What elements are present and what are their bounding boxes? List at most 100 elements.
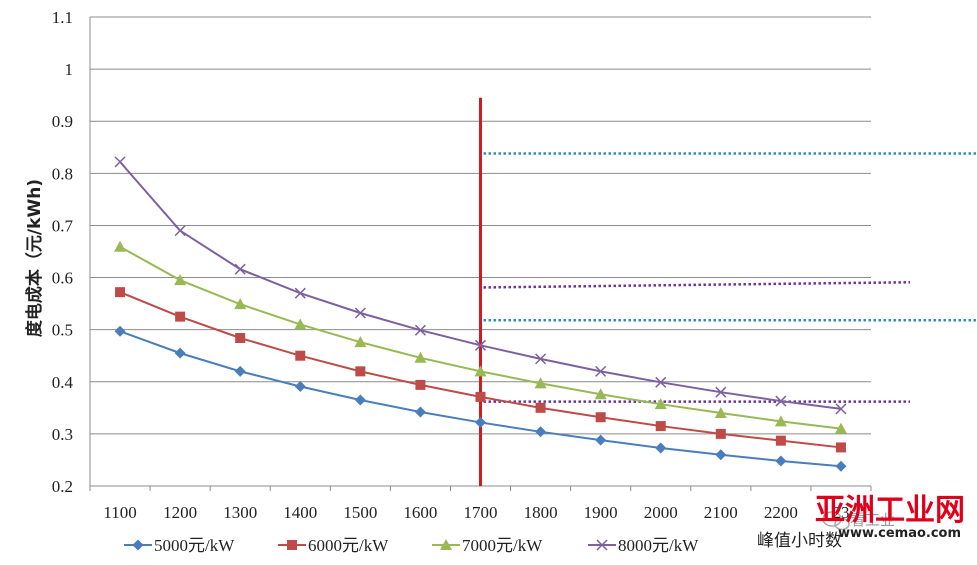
data-point-stroke <box>715 386 727 398</box>
y-tick-label: 1.1 <box>52 8 73 27</box>
data-point <box>715 386 727 398</box>
data-point <box>654 398 667 410</box>
data-point <box>475 391 486 402</box>
data-point <box>414 324 426 336</box>
data-point <box>596 539 608 551</box>
data-point <box>294 380 306 392</box>
legend-item: 7000元/kW <box>432 536 543 555</box>
annotations <box>479 97 977 486</box>
data-point <box>440 539 452 550</box>
data-point-stroke <box>835 403 847 415</box>
data-point <box>715 428 726 439</box>
data-point <box>234 365 246 377</box>
data-point <box>835 442 846 453</box>
data-point <box>414 351 427 363</box>
data-point <box>594 388 607 400</box>
data-point-stroke <box>535 353 547 365</box>
x-tick-label: 1300 <box>223 503 257 522</box>
legend: 5000元/kW 6000元/kW 7000元/kW 8000元/kW <box>124 536 699 555</box>
data-point <box>655 421 666 432</box>
x-tick-labels: 1100 1200 1300 1400 1500 1600 1700 1800 1900 2000… <box>103 503 849 522</box>
x-tick-label: 2200 <box>764 503 798 522</box>
data-point <box>775 455 787 467</box>
data-point <box>474 365 487 377</box>
legend-item: 8000元/kW <box>588 536 699 555</box>
x-tick-label: 23 <box>832 503 849 522</box>
data-point <box>354 394 366 406</box>
data-point <box>114 325 126 337</box>
y-tick-label: 1 <box>65 60 74 79</box>
y-tick-label: 0.7 <box>52 216 74 235</box>
y-axis-label: 度电成本（元/kWh) <box>24 179 45 337</box>
data-point <box>115 287 126 298</box>
data-point <box>535 353 547 365</box>
x-tick-label: 1100 <box>103 503 136 522</box>
data-point <box>354 307 366 319</box>
data-point <box>835 460 847 472</box>
series-2 <box>115 287 846 453</box>
data-point-stroke <box>174 225 186 237</box>
data-point <box>174 347 186 359</box>
data-point <box>234 263 246 275</box>
wechat-icon <box>822 511 850 531</box>
y-tick-label: 0.2 <box>52 477 73 496</box>
data-point-stroke <box>414 324 426 336</box>
y-tick-label: 0.9 <box>52 112 73 131</box>
y-tick-label: 0.8 <box>52 164 73 183</box>
data-point <box>534 377 547 389</box>
data-point <box>354 336 367 348</box>
data-point <box>535 402 546 413</box>
y-tick-label: 0.5 <box>52 321 73 340</box>
data-point <box>774 415 787 427</box>
data-point <box>235 333 246 344</box>
series-3 <box>114 240 847 434</box>
x-tick-label: 1600 <box>403 503 437 522</box>
data-point <box>114 240 127 252</box>
watermark-wechat-text: 看工业 <box>850 511 895 529</box>
series-layer <box>114 156 847 472</box>
data-point <box>775 395 787 407</box>
data-point <box>415 379 426 390</box>
dotted-reference-line <box>483 280 911 289</box>
x-tick-label: 2000 <box>644 503 678 522</box>
y-tick-label: 0.6 <box>52 269 73 288</box>
watermark-site: www.cemao.com <box>838 526 961 541</box>
data-point-stroke <box>775 395 787 407</box>
data-point <box>114 156 126 168</box>
data-point <box>294 287 306 299</box>
data-point <box>775 435 786 446</box>
data-point <box>414 406 426 418</box>
data-point <box>714 407 727 419</box>
legend-item: 6000元/kW <box>278 536 389 555</box>
data-point <box>294 318 307 330</box>
x-tick-label: 1700 <box>464 503 498 522</box>
data-point-stroke <box>596 539 608 551</box>
x-tick-label: 1500 <box>343 503 377 522</box>
data-point <box>655 376 667 388</box>
data-point <box>174 225 186 237</box>
y-tick-label: 0.4 <box>52 373 74 392</box>
data-point-stroke <box>294 287 306 299</box>
data-point <box>715 449 727 461</box>
data-point <box>474 339 487 351</box>
data-point <box>355 366 366 377</box>
x-tick-label: 1900 <box>584 503 618 522</box>
x-tick-label: 1400 <box>283 503 317 522</box>
data-point <box>595 412 606 423</box>
data-point-stroke <box>234 263 246 275</box>
watermark: 看工业 亚洲工业网 www.cemao.com <box>815 493 965 541</box>
legend-label: 5000元/kW <box>154 536 235 555</box>
data-point <box>535 426 547 438</box>
data-point <box>595 434 607 446</box>
x-tick-label: 2100 <box>704 503 738 522</box>
legend-item: 5000元/kW <box>124 536 235 555</box>
x-tick-label: 1200 <box>163 503 197 522</box>
watermark-brand: 亚洲工业网 <box>815 493 965 528</box>
data-point-stroke <box>474 339 487 351</box>
y-tick-labels: 0.2 0.3 0.4 0.5 0.6 0.7 0.8 0.9 1 1.1 <box>52 8 74 496</box>
data-point <box>132 539 144 551</box>
legend-label: 8000元/kW <box>618 536 699 555</box>
legend-label: 7000元/kW <box>462 536 543 555</box>
data-point-stroke <box>114 156 126 168</box>
